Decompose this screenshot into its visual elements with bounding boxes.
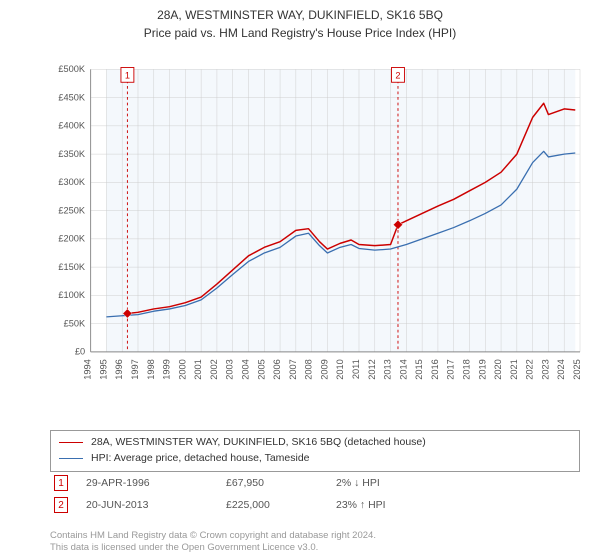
svg-text:£100K: £100K bbox=[58, 290, 86, 300]
svg-text:2011: 2011 bbox=[351, 359, 361, 379]
sale-diff: 2% ↓ HPI bbox=[336, 477, 446, 489]
svg-text:2017: 2017 bbox=[446, 359, 456, 380]
svg-text:2013: 2013 bbox=[383, 359, 393, 380]
svg-text:£250K: £250K bbox=[58, 205, 86, 215]
sale-row: 1 29-APR-1996£67,9502% ↓ HPI bbox=[50, 472, 580, 494]
page-title: 28A, WESTMINSTER WAY, DUKINFIELD, SK16 5… bbox=[0, 0, 600, 24]
svg-text:£0: £0 bbox=[75, 347, 85, 357]
sale-date: 20-JUN-2013 bbox=[86, 499, 226, 511]
svg-text:2015: 2015 bbox=[414, 359, 424, 380]
footnote-line: Contains HM Land Registry data © Crown c… bbox=[50, 530, 580, 542]
svg-text:2003: 2003 bbox=[225, 359, 235, 380]
svg-text:2004: 2004 bbox=[240, 359, 250, 380]
legend-row: 28A, WESTMINSTER WAY, DUKINFIELD, SK16 5… bbox=[59, 435, 571, 451]
svg-text:£50K: £50K bbox=[64, 318, 86, 328]
svg-text:2009: 2009 bbox=[319, 359, 329, 380]
svg-text:£300K: £300K bbox=[58, 177, 86, 187]
svg-text:2024: 2024 bbox=[556, 359, 566, 380]
sale-badge: 1 bbox=[54, 475, 68, 491]
sale-price: £225,000 bbox=[226, 499, 336, 511]
footnote-line: This data is licensed under the Open Gov… bbox=[50, 542, 580, 554]
svg-text:2018: 2018 bbox=[461, 359, 471, 380]
svg-text:1994: 1994 bbox=[83, 359, 93, 380]
legend: 28A, WESTMINSTER WAY, DUKINFIELD, SK16 5… bbox=[50, 430, 580, 472]
svg-text:£400K: £400K bbox=[58, 121, 86, 131]
svg-text:2: 2 bbox=[395, 71, 400, 81]
svg-text:2023: 2023 bbox=[540, 359, 550, 380]
svg-text:£150K: £150K bbox=[58, 262, 86, 272]
svg-text:£450K: £450K bbox=[58, 92, 86, 102]
footnote: Contains HM Land Registry data © Crown c… bbox=[50, 530, 580, 554]
sale-price: £67,950 bbox=[226, 477, 336, 489]
svg-text:2016: 2016 bbox=[430, 359, 440, 380]
sales-table: 1 29-APR-1996£67,9502% ↓ HPI 2 20-JUN-2013£… bbox=[50, 472, 580, 516]
svg-text:1995: 1995 bbox=[98, 359, 108, 380]
legend-swatch bbox=[59, 442, 83, 443]
svg-text:2007: 2007 bbox=[288, 359, 298, 380]
svg-text:2010: 2010 bbox=[335, 359, 345, 380]
svg-text:2014: 2014 bbox=[398, 359, 408, 380]
sale-row: 2 20-JUN-2013£225,00023% ↑ HPI bbox=[50, 494, 580, 516]
legend-label: HPI: Average price, detached house, Tame… bbox=[91, 451, 310, 467]
svg-text:2008: 2008 bbox=[304, 359, 314, 380]
svg-text:2025: 2025 bbox=[572, 359, 582, 380]
legend-label: 28A, WESTMINSTER WAY, DUKINFIELD, SK16 5… bbox=[91, 435, 426, 451]
svg-text:2002: 2002 bbox=[209, 359, 219, 380]
chart: £0 £50K £100K £150K £200K £250K £300K £350K £400… bbox=[50, 50, 580, 410]
svg-text:1997: 1997 bbox=[130, 359, 140, 380]
svg-text:2021: 2021 bbox=[509, 359, 519, 380]
svg-text:1996: 1996 bbox=[114, 359, 124, 380]
svg-text:£200K: £200K bbox=[58, 234, 86, 244]
svg-text:£350K: £350K bbox=[58, 149, 86, 159]
svg-text:2001: 2001 bbox=[193, 359, 203, 380]
svg-text:2005: 2005 bbox=[256, 359, 266, 380]
svg-text:2006: 2006 bbox=[272, 359, 282, 380]
legend-swatch bbox=[59, 458, 83, 459]
sale-badge: 2 bbox=[54, 497, 68, 513]
svg-text:2019: 2019 bbox=[477, 359, 487, 380]
svg-text:1: 1 bbox=[125, 71, 130, 81]
page-subtitle: Price paid vs. HM Land Registry's House … bbox=[0, 24, 600, 40]
svg-text:2012: 2012 bbox=[367, 359, 377, 380]
legend-row: HPI: Average price, detached house, Tame… bbox=[59, 451, 571, 467]
svg-text:1999: 1999 bbox=[162, 359, 172, 380]
sale-date: 29-APR-1996 bbox=[86, 477, 226, 489]
sale-diff: 23% ↑ HPI bbox=[336, 499, 446, 511]
svg-text:2000: 2000 bbox=[177, 359, 187, 380]
svg-text:2020: 2020 bbox=[493, 359, 503, 380]
svg-text:1998: 1998 bbox=[146, 359, 156, 380]
svg-text:2022: 2022 bbox=[525, 359, 535, 380]
svg-text:£500K: £500K bbox=[58, 64, 86, 74]
